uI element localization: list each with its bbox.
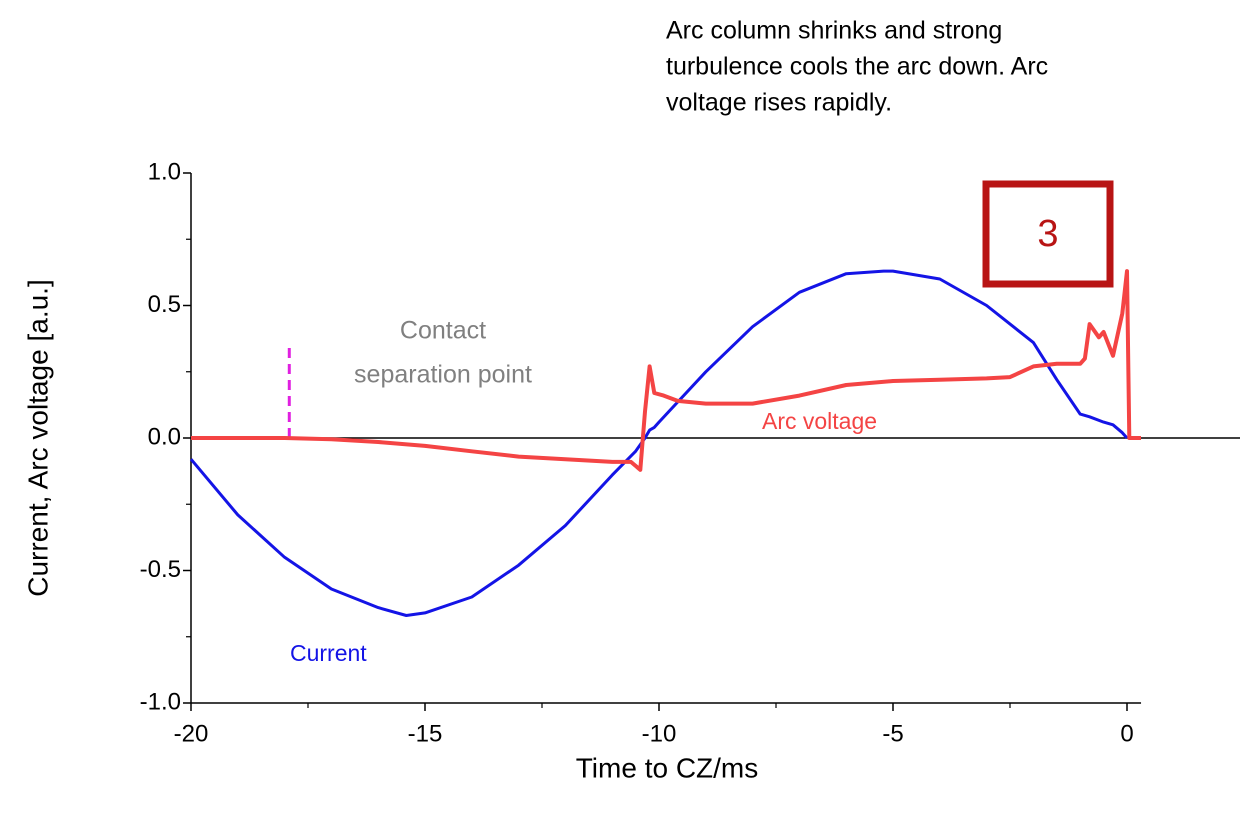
series-label: Arc voltage	[762, 408, 877, 434]
y-tick-label: 0.5	[148, 291, 181, 318]
x-tick-label: -15	[408, 720, 443, 747]
note-line: Arc column shrinks and strong	[666, 17, 1002, 45]
x-axis-title: Time to CZ/ms	[576, 752, 759, 783]
note-line: voltage rises rapidly.	[666, 89, 892, 117]
series-label: Current	[290, 640, 367, 666]
series-line	[191, 269, 1141, 472]
note-line: turbulence cools the arc down. Arc	[666, 53, 1048, 81]
x-tick-label: -20	[174, 720, 209, 747]
y-tick-label: 0.0	[148, 423, 181, 450]
series-line	[189, 269, 1129, 617]
y-tick-label: 1.0	[148, 158, 181, 185]
x-tick-label: -10	[642, 720, 677, 747]
contact-label: Contact	[400, 317, 486, 345]
y-tick-label: -1.0	[140, 688, 181, 715]
stage-box	[982, 180, 1114, 288]
x-tick-label: -5	[882, 720, 903, 747]
stage-label: 3	[1037, 213, 1058, 255]
y-axis-title: Current, Arc voltage [a.u.]	[22, 279, 53, 597]
y-tick-label: -0.5	[140, 556, 181, 583]
contact-label: separation point	[354, 361, 532, 389]
x-tick-label: 0	[1120, 720, 1133, 747]
